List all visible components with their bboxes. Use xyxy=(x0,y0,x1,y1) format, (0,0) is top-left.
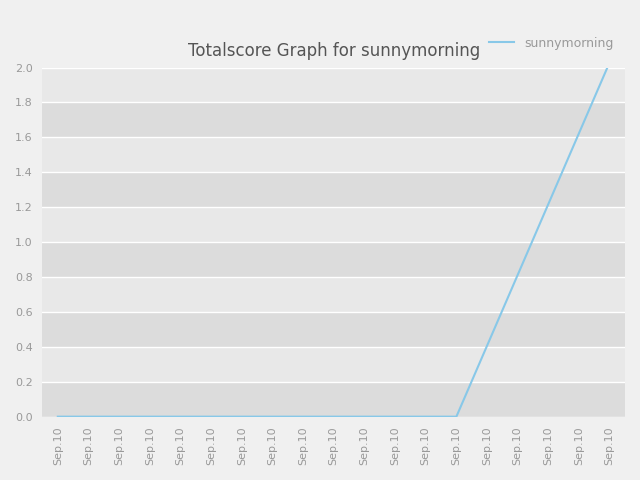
sunnymorning xyxy=(177,414,184,420)
Bar xyxy=(42,102,625,137)
Bar xyxy=(42,277,625,312)
Bar xyxy=(42,242,625,277)
sunnymorning xyxy=(330,414,337,420)
Bar xyxy=(42,382,625,417)
Line: sunnymorning: sunnymorning xyxy=(58,62,610,417)
sunnymorning xyxy=(146,414,154,420)
sunnymorning xyxy=(391,414,399,420)
sunnymorning xyxy=(300,414,307,420)
sunnymorning xyxy=(238,414,246,420)
sunnymorning xyxy=(606,60,614,65)
Bar xyxy=(42,137,625,172)
sunnymorning xyxy=(514,272,522,278)
sunnymorning xyxy=(575,130,583,136)
Bar xyxy=(42,207,625,242)
sunnymorning xyxy=(545,201,552,207)
Legend: sunnymorning: sunnymorning xyxy=(484,32,619,55)
Title: Totalscore Graph for sunnymorning: Totalscore Graph for sunnymorning xyxy=(188,42,480,60)
Bar xyxy=(42,347,625,382)
sunnymorning xyxy=(360,414,368,420)
sunnymorning xyxy=(269,414,276,420)
sunnymorning xyxy=(483,343,491,348)
sunnymorning xyxy=(84,414,92,420)
Bar xyxy=(42,68,625,102)
sunnymorning xyxy=(422,414,429,420)
Bar xyxy=(42,312,625,347)
sunnymorning xyxy=(115,414,123,420)
sunnymorning xyxy=(452,414,460,420)
sunnymorning xyxy=(207,414,215,420)
Bar xyxy=(42,172,625,207)
sunnymorning xyxy=(54,414,61,420)
